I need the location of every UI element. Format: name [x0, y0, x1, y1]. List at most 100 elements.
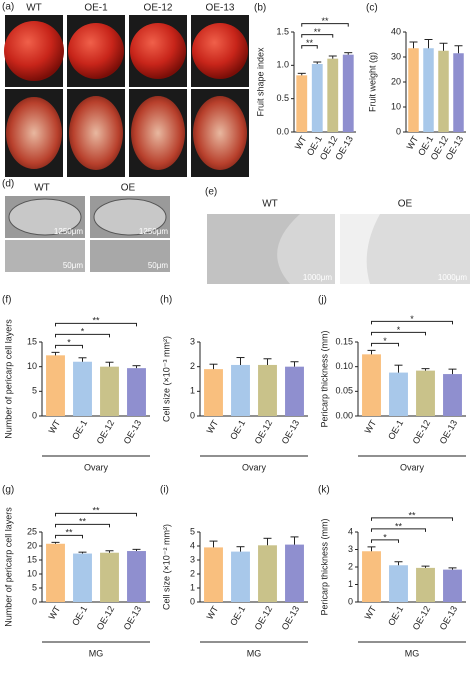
y-tick-label: 40 [391, 26, 401, 36]
significance-label: * [383, 532, 387, 542]
y-tick-label: 0.05 [335, 386, 353, 396]
y-tick-label: 0 [348, 596, 353, 606]
tomato-photos [4, 15, 249, 177]
bar [258, 545, 277, 602]
y-axis-label: Number of pericarp cell layers [3, 319, 13, 439]
panel-label: (h) [160, 295, 172, 306]
y-tick-label: 20 [27, 540, 37, 550]
error-bar [394, 561, 403, 566]
column-label: OE-12 [144, 3, 173, 14]
y-axis-label: Fruit shape index [255, 47, 265, 117]
column-label: OE [398, 199, 413, 210]
y-tick-label: 0 [190, 596, 195, 606]
error-bar [209, 363, 218, 370]
bar [438, 50, 449, 132]
y-tick-label: 30 [391, 51, 401, 61]
bar [453, 53, 464, 132]
y-tick-label: 1 [190, 386, 195, 396]
x-tick-label: OE-12 [253, 418, 275, 446]
error-bar [51, 541, 60, 544]
bar [285, 366, 304, 416]
scale-bar-label: 50μm [148, 261, 169, 270]
panel-label: (k) [318, 485, 330, 496]
bar [127, 551, 146, 602]
x-tick-label: WT [205, 604, 221, 622]
scale-bar-label: 1000μm [438, 273, 467, 282]
x-tick-label: OE-12 [411, 604, 433, 632]
error-bar [263, 537, 272, 546]
y-tick-label: 1.0 [276, 60, 289, 70]
bar-chart: (g) Number of pericarp cell layers 0 5 10 15 2… [2, 485, 150, 658]
significance-bracket [371, 342, 399, 347]
bar [362, 551, 381, 602]
significance-bracket [55, 512, 137, 517]
x-axis-label: Ovary [84, 462, 109, 472]
x-axis-label: MG [405, 648, 420, 658]
x-tick-label: OE-1 [386, 418, 405, 441]
y-tick-label: 25 [27, 526, 37, 536]
significance-label: ** [395, 521, 403, 531]
significance-label: ** [92, 506, 100, 516]
bar [408, 48, 419, 132]
significance-bracket [55, 523, 110, 528]
column-label: OE-1 [84, 3, 108, 14]
significance-label: ** [79, 517, 87, 527]
significance-bracket [371, 539, 399, 543]
error-bar [78, 551, 87, 554]
y-axis-label: Pericarp thickness (mm) [319, 518, 329, 615]
column-label: OE-13 [206, 3, 235, 14]
y-tick-label: 0.10 [335, 361, 353, 371]
bar [46, 543, 65, 602]
bar [389, 565, 408, 602]
column-label: WT [34, 183, 50, 194]
bar-chart: (f) Number of pericarp cell layers 0 5 10 15 W… [2, 295, 150, 472]
x-tick-label: WT [47, 604, 63, 622]
bar [327, 58, 339, 132]
x-tick-label: OE-13 [438, 418, 460, 446]
y-tick-label: 2 [190, 568, 195, 578]
bar [311, 64, 323, 132]
error-bar [409, 41, 418, 49]
y-tick-label: 5 [190, 526, 195, 536]
y-tick-label: 1.5 [276, 26, 289, 36]
significance-label: ** [92, 316, 100, 326]
error-bar [328, 55, 337, 59]
y-axis-label: Number of pericarp cell layers [3, 507, 13, 627]
bar [342, 54, 354, 132]
significance-label: ** [306, 38, 314, 48]
x-tick-label: WT [363, 604, 379, 622]
bar [285, 544, 304, 602]
significance-bracket [301, 23, 349, 27]
bar [46, 355, 65, 416]
y-tick-label: 0 [396, 126, 401, 136]
error-bar [78, 357, 87, 362]
x-tick-label: OE-13 [280, 418, 302, 446]
bar [73, 553, 92, 602]
bar [100, 552, 119, 602]
significance-bracket [371, 331, 426, 336]
significance-bracket [371, 528, 426, 532]
x-tick-label: OE-12 [253, 604, 275, 632]
error-bar [421, 368, 430, 371]
column-label: WT [26, 3, 42, 14]
x-tick-label: WT [47, 418, 63, 436]
y-axis-label: Pericarp thickness (mm) [319, 330, 329, 427]
y-tick-label: 10 [391, 101, 401, 111]
x-tick-label: OE-12 [411, 418, 433, 446]
bar [204, 547, 223, 602]
error-bar [209, 540, 218, 548]
bar [231, 551, 250, 602]
panel-label: (d) [2, 179, 14, 190]
error-bar [367, 349, 376, 355]
x-tick-label: OE-1 [228, 418, 247, 441]
bar [423, 48, 434, 132]
bar [73, 361, 92, 416]
x-tick-label: WT [205, 418, 221, 436]
bar-chart: (b)Fruit shape index0.00.51.01.5WTOE-1OE… [254, 3, 356, 162]
error-bar [439, 42, 448, 51]
error-bar [454, 45, 463, 54]
y-tick-label: 4 [190, 540, 195, 550]
error-bar [448, 368, 457, 375]
